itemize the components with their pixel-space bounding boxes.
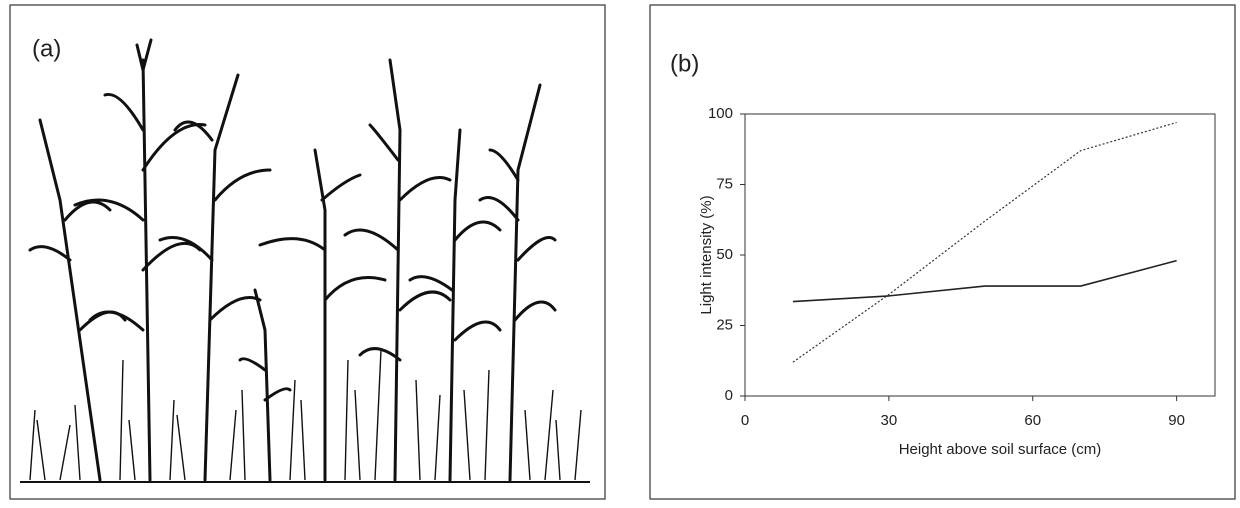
x-tick-label: 30 bbox=[881, 412, 898, 429]
panel-a-frame bbox=[9, 4, 606, 500]
y-tick-label: 25 bbox=[716, 316, 733, 333]
panel-label: (a) bbox=[32, 35, 61, 62]
y-tick-label: 0 bbox=[725, 387, 733, 404]
y-tick-label: 50 bbox=[716, 246, 733, 263]
y-tick-label: 100 bbox=[708, 105, 733, 122]
x-axis-label: Height above soil surface (cm) bbox=[899, 441, 1102, 458]
x-tick-label: 0 bbox=[741, 412, 749, 429]
y-axis-label: Light intensity (%) bbox=[698, 195, 715, 314]
panel-b-frame bbox=[649, 4, 1236, 500]
plot-frame bbox=[744, 113, 1216, 397]
x-tick-label: 60 bbox=[1024, 412, 1041, 429]
data-line bbox=[792, 121, 1177, 363]
y-tick-label: 75 bbox=[716, 175, 733, 192]
data-line bbox=[792, 259, 1177, 303]
panel-label: (b) bbox=[670, 50, 699, 77]
plant-illustration bbox=[20, 38, 590, 483]
x-tick-label: 90 bbox=[1168, 412, 1185, 429]
